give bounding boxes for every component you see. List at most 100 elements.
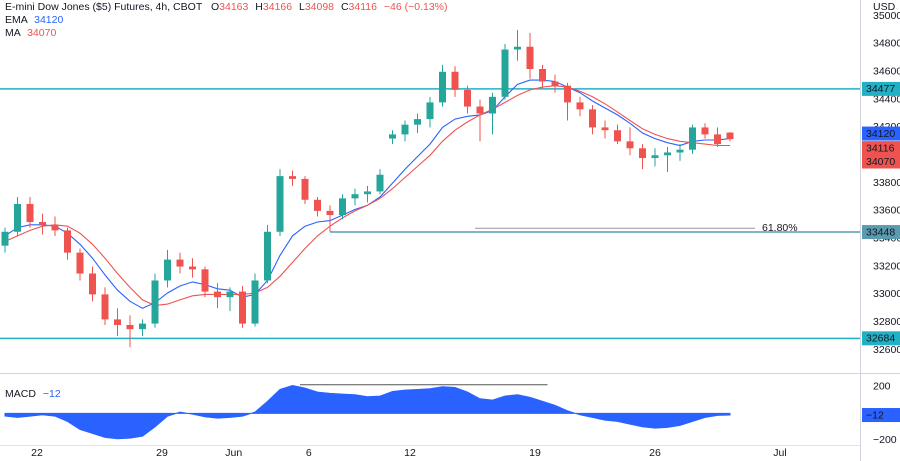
candle-body (64, 230, 71, 253)
level-tag-bg (862, 225, 900, 240)
candle-body (26, 203, 34, 223)
ema-tag-bg (862, 126, 900, 141)
ohlc-value: 34163 (219, 1, 248, 13)
candle-body (201, 269, 209, 292)
level-tag-bg (862, 331, 900, 346)
y-tick-label: 32800 (873, 316, 900, 328)
candle-body (189, 266, 196, 270)
candle-body (726, 132, 734, 140)
candle-body (114, 319, 121, 325)
candle-body (226, 291, 234, 298)
candle-body (376, 174, 384, 192)
candle-body (176, 259, 184, 267)
macd-tick-label: 200 (873, 381, 891, 393)
candle-body (576, 102, 584, 110)
ohlc-value: 34166 (263, 1, 292, 13)
currency: USD (873, 1, 896, 13)
x-tick-label: 6 (306, 447, 312, 459)
price-tag: 34116 (866, 142, 895, 154)
candle-body (526, 46, 534, 70)
candle-body (239, 291, 246, 324)
legend-ema: EMA 34120 (5, 14, 63, 26)
change: −46 (−0.13%) (384, 1, 448, 13)
ohlc-label: C (341, 1, 349, 13)
candle-body (626, 141, 634, 149)
macd-tag: −12 (866, 409, 884, 421)
candle-body (301, 178, 309, 200)
candle-body (89, 273, 96, 295)
candle-body (514, 46, 521, 50)
fib-label: 61.80% (762, 222, 798, 234)
candle-body (601, 127, 609, 131)
x-tick-label: 19 (529, 447, 541, 459)
candle-body (276, 176, 284, 232)
symbol-title: E-mini Dow Jones ($5) Futures, 4h, CBOT (5, 1, 203, 13)
candle-body (451, 71, 459, 90)
ohlc-label: O (211, 1, 219, 13)
candle-body (326, 210, 334, 216)
legend-name: MA (5, 27, 21, 39)
candle-body (476, 106, 484, 114)
candle-body (701, 127, 709, 135)
legend-value: −12 (43, 388, 61, 400)
y-tick-label: 33800 (873, 177, 900, 189)
candle-body (714, 134, 721, 145)
candle-body (501, 49, 509, 97)
y-tick-label: 35000 (873, 10, 900, 22)
legend-name: MACD (5, 388, 36, 400)
candle-body (289, 176, 296, 179)
macd-area (4, 384, 731, 440)
y-tick-label: 32600 (873, 344, 900, 356)
candle-body (564, 85, 571, 103)
indicator-line (4, 85, 730, 307)
candle-body (489, 96, 496, 114)
candle-body (339, 198, 346, 216)
candle-body (651, 155, 659, 159)
candle-body (414, 119, 421, 125)
x-tick-label: Jun (225, 447, 242, 459)
level-tag-bg (862, 81, 900, 96)
macd-tag-bg (862, 408, 900, 423)
y-tick-label: 33200 (873, 260, 900, 272)
candle-body (464, 89, 471, 107)
candle-body (264, 231, 271, 281)
legend-value: 34070 (27, 27, 56, 39)
candle-body (76, 252, 84, 274)
legend-macd: MACD −12 (5, 388, 61, 400)
y-tick-label: 33600 (873, 205, 900, 217)
candle-body (551, 81, 559, 86)
x-tick-label: 12 (404, 447, 416, 459)
candle-body (126, 324, 134, 330)
y-tick-label: 33000 (873, 288, 900, 300)
candle-body (251, 280, 259, 324)
ma-tag: 34070 (866, 156, 895, 168)
candle-body (14, 203, 21, 232)
level-tag: 32684 (866, 333, 895, 345)
candle-body (676, 149, 684, 153)
x-tick-label: 22 (31, 447, 43, 459)
ema-tag: 34120 (866, 128, 895, 140)
candle-body (51, 224, 59, 231)
macd-tick-label: −200 (873, 434, 897, 446)
x-tick-label: Jul (773, 447, 786, 459)
candle-body (101, 294, 109, 320)
ohlc-value: 34116 (349, 1, 378, 13)
candle-body (664, 152, 671, 156)
candle-body (151, 280, 159, 324)
candle-body (401, 124, 409, 135)
x-tick-label: 26 (649, 447, 661, 459)
legend-value: 34120 (34, 14, 63, 26)
candle-body (1, 231, 9, 246)
level-tag: 33448 (866, 226, 895, 238)
legend-name: EMA (5, 14, 28, 26)
legend-ma: MA 34070 (5, 27, 56, 39)
candle-body (539, 69, 546, 82)
price-tag-bg (862, 141, 900, 156)
candle-body (39, 222, 46, 225)
y-tick-label: 34800 (873, 38, 900, 50)
header: E-mini Dow Jones ($5) Futures, 4h, CBOT … (5, 1, 448, 13)
candle-body (314, 199, 321, 211)
y-tick-label: 34600 (873, 66, 900, 78)
